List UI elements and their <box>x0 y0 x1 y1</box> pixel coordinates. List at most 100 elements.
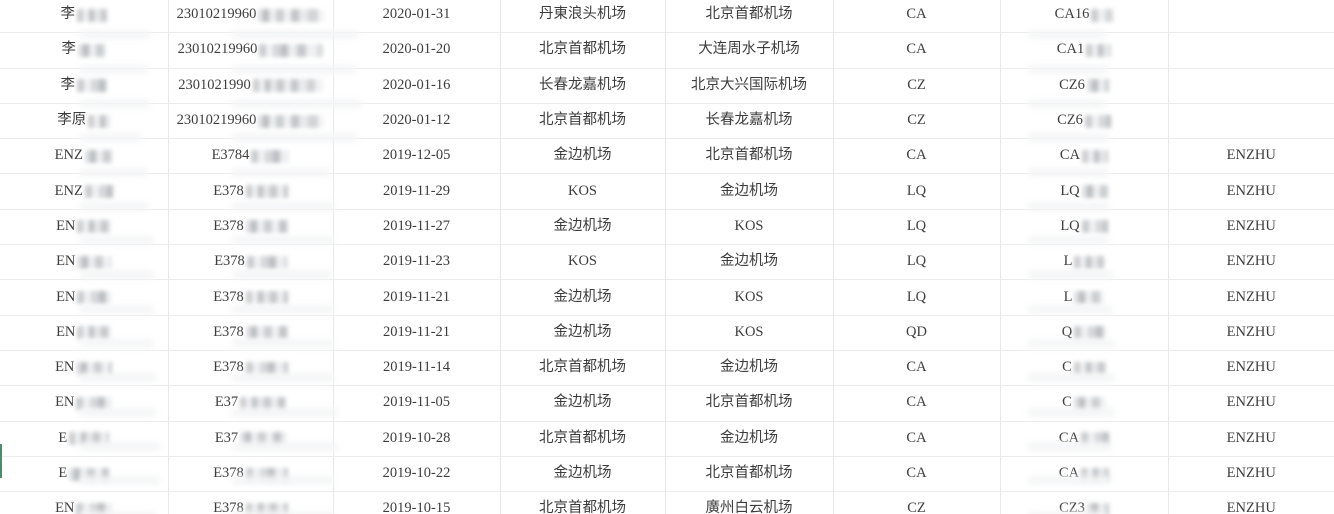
cell-operator[interactable]: ENZHU <box>1168 138 1334 175</box>
cell-flight-number[interactable]: CA16 <box>1000 0 1169 34</box>
cell-departure-airport[interactable]: 金边机场 <box>500 315 666 351</box>
cell-departure-airport[interactable]: 北京首都机场 <box>500 103 666 140</box>
table-row[interactable]: EN E378 2019-11-21 金边机场 KOS LQ L ENZHU <box>0 279 1334 316</box>
table-row[interactable]: 李 23010219960 2020-01-31 丹東浪头机场 北京首都机场 CA CA16 <box>0 0 1334 34</box>
cell-operator[interactable]: ENZHU <box>1168 244 1334 281</box>
cell-id-number[interactable]: 23010219960 <box>168 0 334 34</box>
cell-id-number[interactable]: E378 <box>168 350 334 387</box>
cell-id-number[interactable]: E378 <box>168 491 334 514</box>
cell-name[interactable]: EN <box>0 385 169 422</box>
cell-flight-number[interactable]: CZ6 <box>1000 68 1169 104</box>
cell-date[interactable]: 2019-11-14 <box>333 350 501 387</box>
cell-operator[interactable]: ENZHU <box>1168 315 1334 351</box>
cell-operator[interactable]: ENZHU <box>1168 421 1334 457</box>
cell-name[interactable]: ENZ <box>0 173 169 210</box>
cell-flight-number[interactable]: L <box>1000 279 1169 316</box>
table-row[interactable]: EN E378 2019-11-14 北京首都机场 金边机场 CA C ENZHU <box>0 350 1334 387</box>
cell-airline-code[interactable]: LQ <box>833 209 1001 246</box>
cell-date[interactable]: 2019-11-21 <box>333 279 501 316</box>
cell-arrival-airport[interactable]: 北京首都机场 <box>665 138 834 175</box>
cell-operator[interactable] <box>1168 32 1334 69</box>
cell-id-number[interactable]: E37 <box>168 385 334 422</box>
cell-arrival-airport[interactable]: 北京首都机场 <box>665 456 834 493</box>
cell-operator[interactable]: ENZHU <box>1168 456 1334 493</box>
cell-departure-airport[interactable]: 金边机场 <box>500 138 666 175</box>
cell-departure-airport[interactable]: 丹東浪头机场 <box>500 0 666 34</box>
cell-date[interactable]: 2019-11-21 <box>333 315 501 351</box>
cell-name[interactable]: E <box>0 456 169 493</box>
cell-airline-code[interactable]: CZ <box>833 68 1001 104</box>
cell-name[interactable]: EN <box>0 279 169 316</box>
cell-departure-airport[interactable]: 金边机场 <box>500 209 666 246</box>
cell-date[interactable]: 2020-01-12 <box>333 103 501 140</box>
cell-id-number[interactable]: E378 <box>168 456 334 493</box>
cell-departure-airport[interactable]: 北京首都机场 <box>500 32 666 69</box>
cell-departure-airport[interactable]: 长春龙嘉机场 <box>500 68 666 104</box>
cell-airline-code[interactable]: LQ <box>833 279 1001 316</box>
cell-operator[interactable]: ENZHU <box>1168 385 1334 422</box>
cell-departure-airport[interactable]: 北京首都机场 <box>500 350 666 387</box>
cell-operator[interactable]: ENZHU <box>1168 279 1334 316</box>
cell-airline-code[interactable]: CZ <box>833 103 1001 140</box>
cell-date[interactable]: 2019-11-27 <box>333 209 501 246</box>
cell-name[interactable]: EN <box>0 491 169 514</box>
cell-name[interactable]: 李原 <box>0 103 169 140</box>
cell-id-number[interactable]: E378 <box>168 279 334 316</box>
cell-operator[interactable]: ENZHU <box>1168 209 1334 246</box>
cell-flight-number[interactable]: Q <box>1000 315 1169 351</box>
cell-name[interactable]: 李 <box>0 68 169 104</box>
cell-departure-airport[interactable]: 北京首都机场 <box>500 421 666 457</box>
cell-name[interactable]: E <box>0 421 169 457</box>
cell-airline-code[interactable]: CA <box>833 421 1001 457</box>
cell-departure-airport[interactable]: 金边机场 <box>500 279 666 316</box>
cell-operator[interactable]: ENZHU <box>1168 173 1334 210</box>
cell-operator[interactable] <box>1168 68 1334 104</box>
table-row[interactable]: EN E378 2019-10-15 北京首都机场 廣州白云机场 CZ CZ3 ENZHU <box>0 491 1334 514</box>
cell-arrival-airport[interactable]: 北京首都机场 <box>665 385 834 422</box>
cell-id-number[interactable]: 23010219960 <box>168 103 334 140</box>
cell-id-number[interactable]: E378 <box>168 173 334 210</box>
cell-id-number[interactable]: E378 <box>168 315 334 351</box>
cell-operator[interactable] <box>1168 103 1334 140</box>
table-row[interactable]: EN E378 2019-11-23 KOS 金边机场 LQ L ENZHU <box>0 244 1334 281</box>
cell-flight-number[interactable]: CA <box>1000 456 1169 493</box>
cell-id-number[interactable]: E37 <box>168 421 334 457</box>
cell-flight-number[interactable]: L <box>1000 244 1169 281</box>
cell-airline-code[interactable]: CA <box>833 32 1001 69</box>
cell-name[interactable]: EN <box>0 315 169 351</box>
cell-airline-code[interactable]: CA <box>833 385 1001 422</box>
cell-flight-number[interactable]: CZ3 <box>1000 491 1169 514</box>
cell-arrival-airport[interactable]: 廣州白云机场 <box>665 491 834 514</box>
cell-date[interactable]: 2019-11-29 <box>333 173 501 210</box>
cell-date[interactable]: 2019-10-15 <box>333 491 501 514</box>
cell-flight-number[interactable]: CA1 <box>1000 32 1169 69</box>
cell-arrival-airport[interactable]: 北京首都机场 <box>665 0 834 34</box>
cell-id-number[interactable]: E378 <box>168 244 334 281</box>
cell-name[interactable]: EN <box>0 209 169 246</box>
table-row[interactable]: 李 23010219960 2020-01-20 北京首都机场 大连周水子机场 CA CA1 <box>0 32 1334 69</box>
cell-date[interactable]: 2019-11-23 <box>333 244 501 281</box>
cell-id-number[interactable]: 2301021990 <box>168 68 334 104</box>
table-row[interactable]: ENZ E378 2019-11-29 KOS 金边机场 LQ LQ ENZHU <box>0 173 1334 210</box>
cell-arrival-airport[interactable]: 金边机场 <box>665 421 834 457</box>
table-row[interactable]: ENZ E3784 2019-12-05 金边机场 北京首都机场 CA CA ENZHU <box>0 138 1334 175</box>
cell-airline-code[interactable]: CA <box>833 138 1001 175</box>
cell-name[interactable]: EN <box>0 244 169 281</box>
cell-date[interactable]: 2019-12-05 <box>333 138 501 175</box>
table-row[interactable]: 李 2301021990 2020-01-16 长春龙嘉机场 北京大兴国际机场 CZ CZ6 <box>0 68 1334 104</box>
cell-flight-number[interactable]: LQ <box>1000 209 1169 246</box>
cell-arrival-airport[interactable]: 大连周水子机场 <box>665 32 834 69</box>
cell-airline-code[interactable]: CZ <box>833 491 1001 514</box>
table-row[interactable]: E E378 2019-10-22 金边机场 北京首都机场 CA CA ENZHU <box>0 456 1334 493</box>
cell-arrival-airport[interactable]: KOS <box>665 279 834 316</box>
table-row[interactable]: EN E378 2019-11-27 金边机场 KOS LQ LQ ENZHU <box>0 209 1334 246</box>
cell-operator[interactable]: ENZHU <box>1168 491 1334 514</box>
cell-id-number[interactable]: E3784 <box>168 138 334 175</box>
cell-arrival-airport[interactable]: 北京大兴国际机场 <box>665 68 834 104</box>
cell-date[interactable]: 2020-01-16 <box>333 68 501 104</box>
cell-airline-code[interactable]: CA <box>833 350 1001 387</box>
cell-arrival-airport[interactable]: KOS <box>665 209 834 246</box>
cell-arrival-airport[interactable]: 金边机场 <box>665 350 834 387</box>
cell-flight-number[interactable]: CZ6 <box>1000 103 1169 140</box>
